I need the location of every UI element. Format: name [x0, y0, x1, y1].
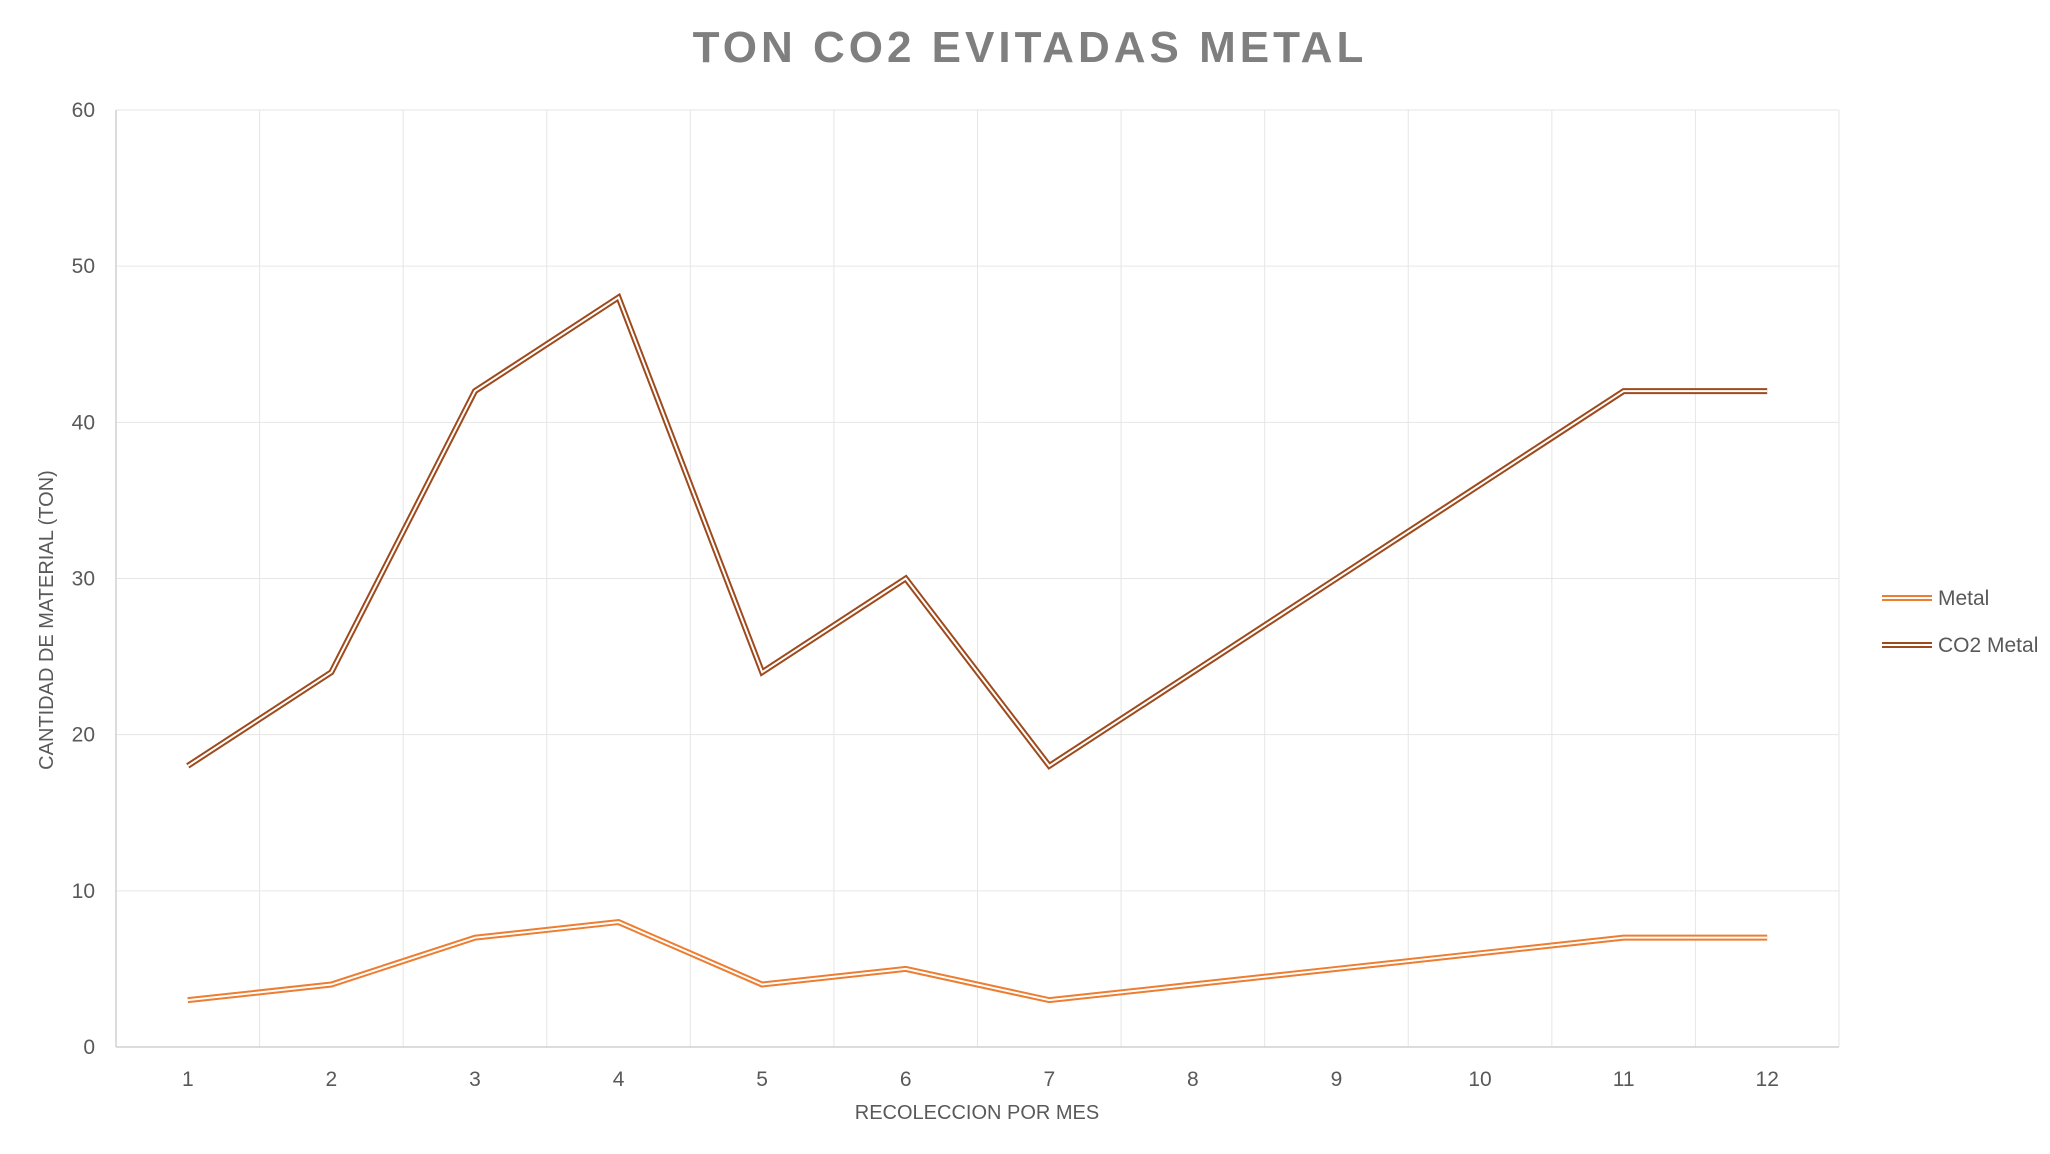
- x-tick-label: 8: [1187, 1068, 1199, 1091]
- x-axis-label: RECOLECCION POR MES: [855, 1102, 1099, 1124]
- x-tick-label: 11: [1613, 1068, 1635, 1091]
- x-tick-label: 7: [1043, 1068, 1055, 1091]
- series-layer: [186, 292, 1768, 1004]
- legend: Metal CO2 Metal: [1882, 587, 2038, 657]
- x-tick-label: 6: [900, 1068, 912, 1091]
- y-tick-label: 0: [83, 1036, 95, 1059]
- x-tick-labels: 1 2 3 4 5 6 7 8 9 10 11 12: [182, 1068, 1779, 1091]
- x-tick-label: 1: [182, 1068, 194, 1091]
- y-tick-label: 60: [72, 99, 95, 122]
- y-axis-label: CANTIDAD DE MATERIAL (TON): [36, 470, 58, 770]
- y-tick-label: 10: [72, 880, 95, 903]
- x-tick-label: 12: [1756, 1068, 1779, 1091]
- axes: [115, 110, 1839, 1048]
- series-co2-metal: [186, 292, 1768, 770]
- legend-label: CO2 Metal: [1938, 634, 2038, 657]
- y-tick-label: 50: [72, 255, 95, 278]
- x-tick-label: 10: [1468, 1068, 1491, 1091]
- y-tick-labels: 0 10 20 30 40 50 60: [72, 99, 95, 1059]
- x-tick-label: 9: [1331, 1068, 1343, 1091]
- y-tick-label: 20: [72, 724, 95, 747]
- x-tick-label: 4: [613, 1068, 625, 1091]
- x-tick-label: 2: [326, 1068, 338, 1091]
- y-tick-label: 40: [72, 411, 95, 434]
- chart-title: TON CO2 EVITADAS METAL: [693, 23, 1368, 72]
- legend-label: Metal: [1938, 587, 1989, 610]
- series-line-inner: [187, 921, 1768, 1002]
- y-tick-label: 30: [72, 568, 95, 591]
- x-tick-label: 3: [469, 1068, 481, 1091]
- x-tick-label: 5: [756, 1068, 768, 1091]
- series-metal: [187, 919, 1768, 1004]
- series-line-inner: [187, 295, 1768, 768]
- gridlines: [116, 109, 1840, 1047]
- legend-item: Metal: [1882, 587, 1989, 610]
- legend-item: CO2 Metal: [1882, 634, 2038, 657]
